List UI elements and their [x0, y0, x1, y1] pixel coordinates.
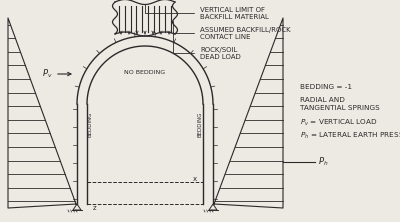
Text: NO BEDDING: NO BEDDING [124, 70, 166, 75]
Text: $P_h$: $P_h$ [318, 156, 328, 168]
Text: z: z [93, 205, 97, 211]
Text: BEDDING: BEDDING [88, 111, 92, 137]
Text: x: x [193, 176, 197, 182]
Text: VERTICAL LIMIT OF
BACKFILL MATERIAL: VERTICAL LIMIT OF BACKFILL MATERIAL [145, 4, 269, 20]
Text: ASSUMED BACKFILL/ROCK
CONTACT LINE: ASSUMED BACKFILL/ROCK CONTACT LINE [173, 27, 291, 40]
Text: $P_v$: $P_v$ [42, 68, 53, 80]
Text: $P_h$ = LATERAL EARTH PRESSURE: $P_h$ = LATERAL EARTH PRESSURE [300, 131, 400, 141]
Text: BEDDING = -1: BEDDING = -1 [300, 84, 352, 90]
Text: RADIAL AND
TANGENTIAL SPRINGS: RADIAL AND TANGENTIAL SPRINGS [300, 97, 380, 111]
Text: $P_v$ = VERTICAL LOAD: $P_v$ = VERTICAL LOAD [300, 118, 378, 128]
Text: ROCK/SOIL
DEAD LOAD: ROCK/SOIL DEAD LOAD [173, 21, 241, 60]
Text: BEDDING: BEDDING [198, 111, 202, 137]
